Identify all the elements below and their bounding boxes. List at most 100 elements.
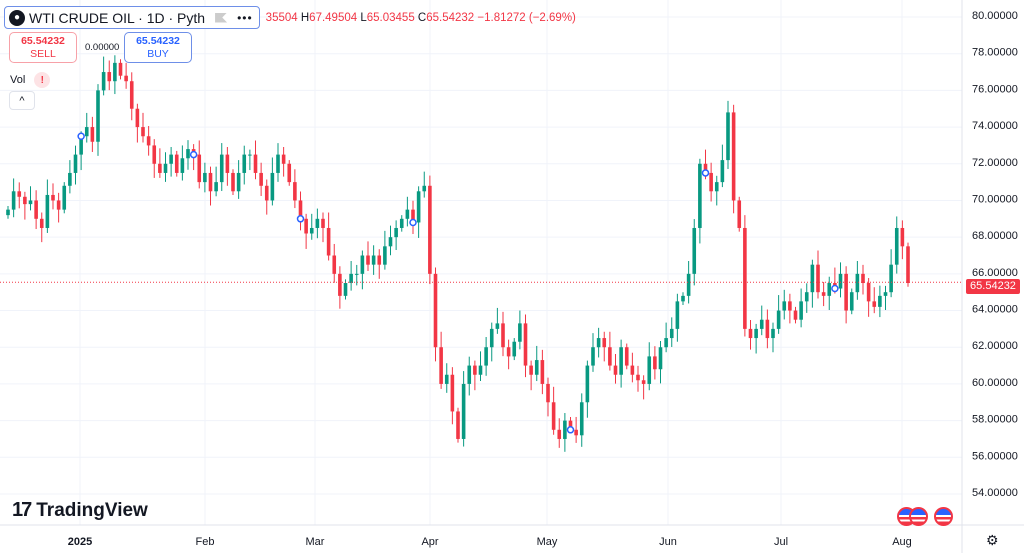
candle-body <box>816 264 820 293</box>
candle-body <box>304 218 308 234</box>
event-marker-icon <box>831 284 839 293</box>
candle-body <box>11 191 16 210</box>
candle-body <box>433 273 438 348</box>
candle-body <box>894 227 899 265</box>
candle-body <box>197 154 202 183</box>
candle-body <box>793 310 798 320</box>
candle-body <box>315 218 320 228</box>
candle-body <box>883 292 888 296</box>
candle-body <box>714 182 719 192</box>
candle-body <box>568 420 573 430</box>
symbol-selector[interactable]: ● WTI CRUDE OIL · 1D · Pyth ••• <box>4 6 260 29</box>
candle-body <box>731 112 736 201</box>
sell-price: 65.54232 <box>21 35 65 47</box>
y-tick-label: 66.00000 <box>972 267 1018 279</box>
candle-body <box>169 154 173 164</box>
candle-body <box>506 347 511 357</box>
candle-body <box>810 264 815 293</box>
collapse-button[interactable]: ^ <box>9 91 35 110</box>
candle-body <box>56 200 61 210</box>
candle-body <box>737 200 742 228</box>
candle-body <box>557 429 562 439</box>
candle-body <box>782 301 787 311</box>
candle-body <box>473 365 477 375</box>
candle-body <box>270 172 275 201</box>
candle-body <box>681 295 685 302</box>
us-flag-event-icon[interactable] <box>909 507 928 526</box>
candle-body <box>765 319 770 339</box>
candle-body <box>219 154 224 183</box>
x-tick-label: Apr <box>421 536 438 548</box>
candle-body <box>686 273 691 296</box>
candle-body <box>653 356 657 370</box>
candle-body <box>248 154 252 156</box>
candle-body <box>906 246 910 284</box>
settings-icon[interactable]: ⚙ <box>986 532 999 548</box>
candle-body <box>236 172 241 192</box>
candle-body <box>849 292 854 311</box>
high-label: H <box>300 11 310 24</box>
candle-body <box>624 347 629 366</box>
candle-body <box>68 172 72 186</box>
y-tick-label: 68.00000 <box>972 230 1018 242</box>
event-marker-icon <box>189 150 198 159</box>
event-marker-icon <box>296 215 305 223</box>
y-tick-label: 78.00000 <box>972 47 1018 59</box>
candle-body <box>276 154 280 173</box>
y-tick-label: 64.00000 <box>972 304 1018 316</box>
high-value: 67.49504 <box>309 11 358 24</box>
candle-body <box>776 310 781 329</box>
candle-body <box>23 196 27 205</box>
candle-body <box>647 356 652 384</box>
sell-label: SELL <box>30 48 56 60</box>
candle-body <box>203 172 207 183</box>
candle-body <box>838 273 843 289</box>
y-tick-label: 56.00000 <box>972 450 1018 462</box>
candle-body <box>298 200 303 219</box>
candle-body <box>17 191 22 197</box>
candle-body <box>422 185 427 192</box>
candle-body <box>726 112 730 161</box>
candle-body <box>62 185 67 210</box>
candle-body <box>141 127 145 137</box>
change-value: −1.81272 (−2.69%) <box>477 11 576 24</box>
more-icon[interactable]: ••• <box>237 10 253 25</box>
candle-body <box>124 75 128 82</box>
flag-icon[interactable] <box>215 12 228 23</box>
candle-body <box>107 72 112 82</box>
candle-body <box>84 127 89 137</box>
candle-body <box>152 145 157 164</box>
candle-body <box>186 149 190 159</box>
candle-body <box>613 365 618 375</box>
tradingview-logo[interactable]: 17 TradingView <box>12 499 148 522</box>
candle-body <box>225 154 230 173</box>
ohlc-readout: 35504 H67.49504 L65.03455 C65.54232 −1.8… <box>266 12 576 24</box>
volume-label: Vol <box>10 74 26 86</box>
candle-body <box>360 255 365 274</box>
candle-body <box>287 163 292 183</box>
warning-icon[interactable]: ! <box>34 72 51 88</box>
candle-body <box>799 301 803 320</box>
sell-button[interactable]: 65.54232 SELL <box>9 32 77 63</box>
candle-body <box>366 255 370 265</box>
candle-body <box>321 218 325 228</box>
candle-body <box>703 163 708 173</box>
candle-body <box>383 246 387 265</box>
candle-body <box>349 273 353 284</box>
buy-button[interactable]: 65.54232 BUY <box>124 32 192 63</box>
logo-text: TradingView <box>36 499 148 521</box>
candle-body <box>439 347 443 384</box>
x-tick-label: 2025 <box>68 536 92 548</box>
us-flag-event-icon[interactable] <box>934 507 953 526</box>
candle-body <box>827 283 832 296</box>
candle-body <box>889 264 893 293</box>
candle-body <box>6 209 10 216</box>
candle-body <box>619 347 623 375</box>
y-tick-label: 72.00000 <box>972 157 1018 169</box>
symbol-title: WTI CRUDE OIL · 1D · Pyth <box>29 9 206 26</box>
oil-drop-icon: ● <box>9 9 25 26</box>
candle-body <box>602 338 607 348</box>
candle-body <box>551 402 556 430</box>
candle-body <box>371 255 376 265</box>
